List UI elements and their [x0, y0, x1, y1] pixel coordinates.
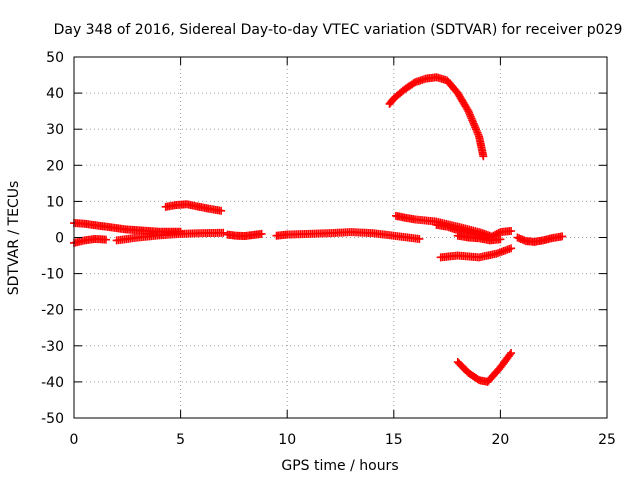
data-point-marker [507, 244, 516, 253]
series-seg-5 [223, 229, 266, 241]
data-series [70, 73, 567, 386]
series-seg-4 [161, 200, 226, 215]
data-point-marker [257, 229, 266, 238]
series-seg-11 [436, 244, 516, 262]
x-tick-label: 15 [385, 432, 403, 448]
y-tick-label: 50 [46, 50, 64, 66]
series-seg-7 [385, 73, 488, 161]
axis-ticks [73, 56, 608, 419]
data-point-marker [101, 235, 110, 244]
y-tick-label: -10 [41, 267, 64, 283]
series-seg-10 [453, 231, 505, 245]
y-tick-label: 20 [46, 158, 64, 174]
data-point-marker [558, 232, 567, 241]
series-seg-3 [112, 228, 228, 245]
y-tick-label: -40 [41, 375, 64, 391]
data-point-marker [505, 350, 514, 359]
y-axis-label: SDTVAR / TECUs [6, 181, 22, 296]
data-point-marker [217, 206, 226, 215]
y-tick-label: 0 [55, 231, 64, 247]
data-point-marker [219, 228, 228, 237]
y-tick-label: 40 [46, 86, 64, 102]
x-tick-label: 5 [176, 432, 185, 448]
series-seg-6 [272, 228, 424, 243]
y-tick-label: -20 [41, 303, 64, 319]
data-point-marker [479, 152, 488, 161]
y-tick-label: 30 [46, 122, 64, 138]
series-seg-2 [70, 234, 110, 247]
series-seg-13 [513, 232, 567, 246]
y-tick-label: -30 [41, 339, 64, 355]
series-seg-12 [453, 349, 516, 386]
x-tick-label: 10 [278, 432, 296, 448]
axis-tick-labels: 0 5 10 15 20 25 -50 -40 -30 -20 -10 0 10 20 30 40 50 [41, 50, 616, 448]
data-point-marker [507, 349, 516, 358]
x-tick-label: 20 [491, 432, 509, 448]
data-point-marker [415, 234, 424, 243]
x-tick-label: 25 [598, 432, 616, 448]
data-point-marker [507, 227, 516, 236]
chart-title: Day 348 of 2016, Sidereal Day-to-day VTE… [54, 22, 623, 38]
x-axis-label: GPS time / hours [281, 458, 398, 474]
data-point-marker [496, 235, 505, 244]
y-tick-label: -50 [41, 411, 64, 427]
x-tick-label: 0 [70, 432, 79, 448]
y-tick-label: 10 [46, 194, 64, 210]
